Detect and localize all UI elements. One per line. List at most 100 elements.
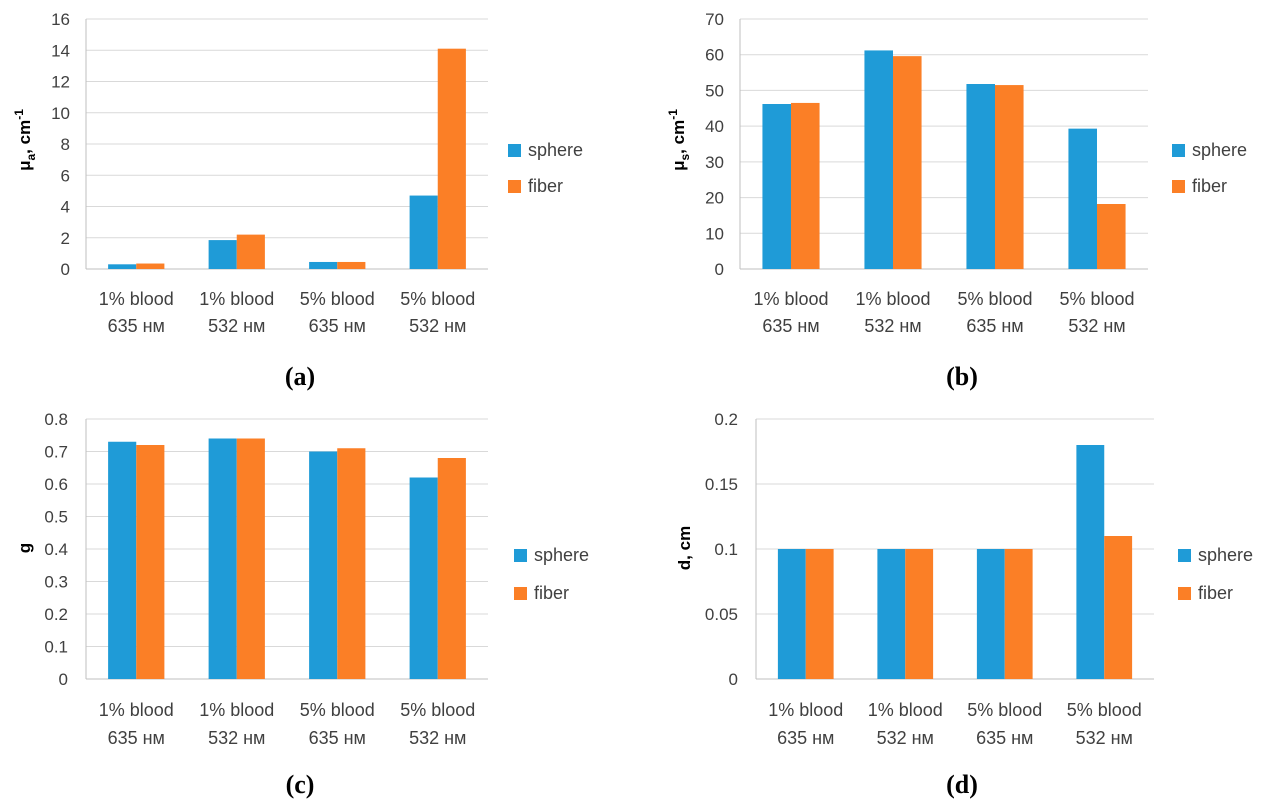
y-tick-label: 70 [705, 10, 724, 29]
x-tick-label: 5% blood [957, 289, 1032, 309]
y-tick-label: 0.1 [714, 540, 738, 559]
chart-panel-a: 0 2 4 6 8 10 12 14 16 1% blood 635 нм 1% blood 532 н… [12, 10, 583, 391]
bar-sphere [309, 261, 338, 269]
legend-swatch-sphere [508, 144, 521, 157]
y-axis-label-unit: , cm [15, 120, 34, 154]
y-axis-label: g [15, 543, 34, 553]
y-tick-label: 20 [705, 189, 724, 208]
bar-sphere [966, 84, 995, 269]
bar-fiber [437, 48, 466, 269]
y-tick-label: 0.2 [44, 605, 68, 624]
y-tick-label: 10 [705, 224, 724, 243]
legend-swatch-sphere [514, 549, 527, 562]
x-tick-label: 635 нм [976, 728, 1033, 748]
x-tick-label: 5% blood [300, 700, 375, 720]
legend-swatch-sphere [1178, 549, 1191, 562]
bar-sphere [1076, 445, 1105, 679]
bar-fiber [893, 56, 922, 270]
bar-sphere [108, 441, 137, 679]
bar-sphere [208, 438, 237, 679]
legend-label: sphere [528, 140, 583, 160]
y-tick-label: 60 [705, 46, 724, 65]
x-tick-label: 5% blood [967, 700, 1042, 720]
legend-swatch-sphere [1172, 144, 1185, 157]
x-tick-label: 5% blood [400, 289, 475, 309]
y-tick-label: 0 [715, 260, 724, 279]
bar-sphere [409, 195, 438, 269]
y-tick-label: 0.7 [44, 443, 68, 462]
x-tick-label: 1% blood [99, 700, 174, 720]
bar-sphere [108, 264, 137, 269]
y-tick-label: 12 [51, 73, 70, 92]
y-tick-label: 0.8 [44, 410, 68, 429]
y-axis-label-subscript: s [678, 153, 692, 160]
y-tick-label: 0.1 [44, 638, 68, 657]
x-tick-label: 532 нм [409, 316, 466, 336]
bar-fiber [905, 549, 934, 679]
bar-sphere [877, 549, 906, 679]
y-tick-label: 0 [61, 260, 70, 279]
y-tick-label: 50 [705, 81, 724, 100]
x-tick-label: 532 нм [409, 728, 466, 748]
x-tick-label: 635 нм [762, 316, 819, 336]
bar-fiber [337, 261, 366, 269]
bar-sphere [1068, 128, 1097, 269]
legend-label: fiber [1198, 583, 1233, 603]
legend-swatch-fiber [1178, 587, 1191, 600]
bar-sphere [777, 549, 806, 679]
bar-fiber [337, 448, 366, 679]
x-tick-label: 635 нм [309, 316, 366, 336]
bar-sphere [409, 477, 438, 679]
y-tick-label: 0.4 [44, 540, 68, 559]
y-tick-label: 0 [59, 670, 68, 689]
bar-fiber [805, 549, 834, 679]
legend-swatch-fiber [508, 180, 521, 193]
x-tick-label: 635 нм [108, 316, 165, 336]
x-tick-label: 1% blood [99, 289, 174, 309]
x-tick-label: 1% blood [199, 700, 274, 720]
legend-swatch-fiber [1172, 180, 1185, 193]
x-tick-label: 5% blood [300, 289, 375, 309]
x-tick-label: 532 нм [877, 728, 934, 748]
bar-fiber [236, 438, 265, 679]
x-tick-label: 635 нм [309, 728, 366, 748]
y-axis-label-superscript: -1 [12, 109, 26, 120]
y-axis-label-symbol: μ [669, 160, 688, 170]
x-tick-label: 1% blood [768, 700, 843, 720]
x-tick-label: 1% blood [855, 289, 930, 309]
y-tick-label: 0.6 [44, 475, 68, 494]
bar-fiber [995, 85, 1024, 269]
y-tick-label: 8 [61, 135, 70, 154]
panel-label: (a) [285, 362, 315, 391]
x-tick-label: 532 нм [1076, 728, 1133, 748]
y-tick-label: 0.3 [44, 573, 68, 592]
x-tick-label: 5% blood [400, 700, 475, 720]
legend-label: sphere [534, 545, 589, 565]
y-tick-label: 6 [61, 166, 70, 185]
y-tick-label: 0.2 [714, 410, 738, 429]
y-axis-label: μa, cm-1 [12, 109, 38, 171]
x-tick-label: 5% blood [1067, 700, 1142, 720]
bar-fiber [236, 234, 265, 269]
chart-panel-c: 0 0.1 0.2 0.3 0.4 0.5 0.6 0.7 0.8 1% blood 635 нм 1… [15, 410, 589, 799]
y-axis-label-subscript: a [24, 153, 38, 160]
x-tick-label: 1% blood [753, 289, 828, 309]
legend-label: fiber [534, 583, 569, 603]
y-tick-label: 14 [51, 41, 70, 60]
bar-fiber [1104, 536, 1133, 679]
bar-sphere [976, 549, 1005, 679]
x-tick-label: 635 нм [108, 728, 165, 748]
y-tick-label: 16 [51, 10, 70, 29]
legend-label: fiber [528, 176, 563, 196]
y-tick-label: 0.5 [44, 508, 68, 527]
y-axis-label: μs, cm-1 [666, 109, 692, 171]
y-tick-label: 30 [705, 153, 724, 172]
y-tick-label: 2 [61, 229, 70, 248]
y-tick-label: 40 [705, 117, 724, 136]
x-tick-label: 1% blood [199, 289, 274, 309]
x-tick-label: 532 нм [208, 316, 265, 336]
x-tick-label: 635 нм [966, 316, 1023, 336]
x-tick-label: 532 нм [208, 728, 265, 748]
bar-fiber [136, 263, 165, 269]
